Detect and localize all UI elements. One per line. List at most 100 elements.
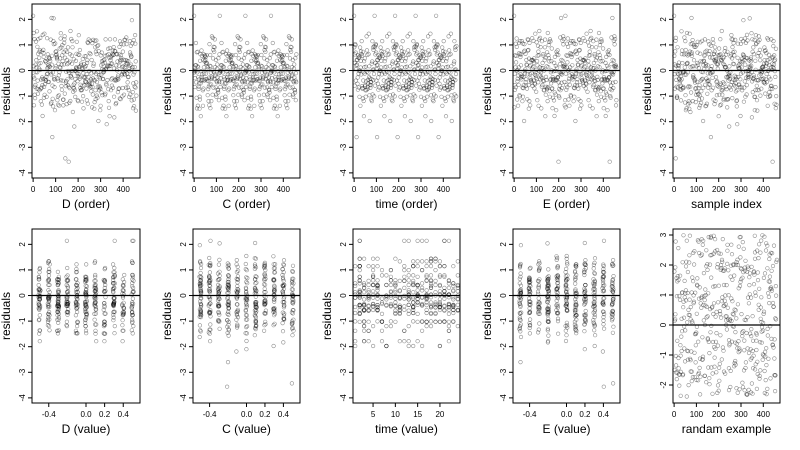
data-point	[260, 74, 265, 79]
data-point	[81, 83, 87, 88]
data-point	[61, 103, 66, 108]
data-point	[204, 76, 210, 82]
y-tick-label: -2	[179, 343, 188, 351]
data-point	[202, 78, 207, 83]
data-point	[406, 302, 411, 308]
data-point	[64, 101, 69, 107]
data-point	[131, 81, 136, 86]
data-point	[705, 314, 710, 319]
data-point	[53, 64, 58, 69]
data-point	[94, 51, 99, 57]
data-point	[251, 72, 256, 77]
data-point	[200, 103, 206, 108]
data-point	[272, 299, 277, 304]
data-point	[358, 65, 363, 70]
y-tick-label: -1	[499, 317, 508, 325]
data-point	[97, 85, 102, 90]
data-point	[577, 82, 583, 88]
data-point	[64, 78, 69, 84]
data-point	[596, 30, 602, 36]
data-point	[420, 58, 425, 64]
data-point	[402, 304, 407, 309]
data-point	[596, 98, 601, 104]
data-point	[583, 81, 589, 86]
data-point	[101, 58, 106, 63]
data-point	[442, 86, 447, 91]
data-point	[692, 42, 697, 48]
data-point	[245, 324, 250, 329]
data-point	[705, 63, 710, 68]
data-point	[555, 319, 561, 324]
data-point	[371, 278, 376, 283]
data-point	[111, 318, 116, 323]
data-point	[91, 63, 96, 68]
data-point	[356, 85, 361, 90]
data-point	[732, 273, 737, 278]
data-point	[547, 89, 552, 94]
data-point	[56, 73, 61, 78]
data-point	[369, 98, 375, 104]
data-point	[384, 79, 389, 84]
data-point	[204, 60, 209, 66]
data-point	[244, 76, 249, 81]
data-point	[725, 305, 730, 310]
data-point	[109, 83, 114, 88]
data-point	[120, 94, 125, 99]
x-tick-label: 100	[210, 185, 224, 194]
data-point	[226, 103, 231, 108]
data-point	[288, 47, 293, 53]
data-point	[588, 37, 593, 42]
data-point	[773, 284, 779, 289]
data-point	[62, 40, 67, 46]
data-point	[367, 118, 372, 124]
data-point	[422, 49, 427, 54]
data-point	[751, 45, 756, 50]
data-point	[418, 94, 424, 99]
data-point	[683, 108, 689, 113]
data-point	[592, 333, 598, 338]
data-point	[61, 50, 66, 55]
data-point	[413, 94, 418, 99]
data-point	[67, 52, 73, 57]
data-point	[285, 52, 290, 58]
data-point	[289, 45, 294, 50]
data-point	[676, 72, 681, 77]
data-point	[391, 92, 396, 97]
data-point	[537, 321, 542, 326]
x-tick-label: 0.0	[80, 410, 92, 419]
data-point	[388, 268, 394, 273]
data-point	[219, 40, 224, 46]
data-point	[683, 38, 688, 44]
data-point	[94, 339, 99, 344]
data-point	[375, 135, 380, 140]
data-point	[743, 360, 749, 365]
x-tick-label: -0.4	[42, 410, 56, 419]
data-point	[765, 266, 770, 271]
data-point	[294, 52, 299, 57]
data-point	[433, 94, 438, 99]
data-point	[261, 75, 266, 80]
data-point	[448, 52, 453, 57]
data-point	[73, 58, 78, 64]
data-point	[269, 84, 274, 90]
data-point	[609, 61, 614, 67]
data-point	[441, 38, 446, 44]
data-point	[74, 262, 79, 267]
data-point	[614, 98, 619, 103]
data-point	[546, 39, 552, 44]
data-point	[412, 47, 417, 53]
data-point	[393, 52, 398, 57]
data-point	[104, 81, 109, 86]
data-point	[444, 56, 449, 61]
data-point	[362, 256, 367, 261]
data-point	[561, 64, 566, 70]
data-point	[425, 79, 430, 84]
data-point	[706, 78, 711, 83]
data-point	[563, 98, 568, 103]
data-point	[256, 76, 261, 82]
data-point	[285, 82, 291, 87]
data-point	[774, 93, 779, 99]
data-point	[424, 71, 429, 76]
data-point	[254, 53, 259, 58]
data-point	[31, 64, 36, 69]
